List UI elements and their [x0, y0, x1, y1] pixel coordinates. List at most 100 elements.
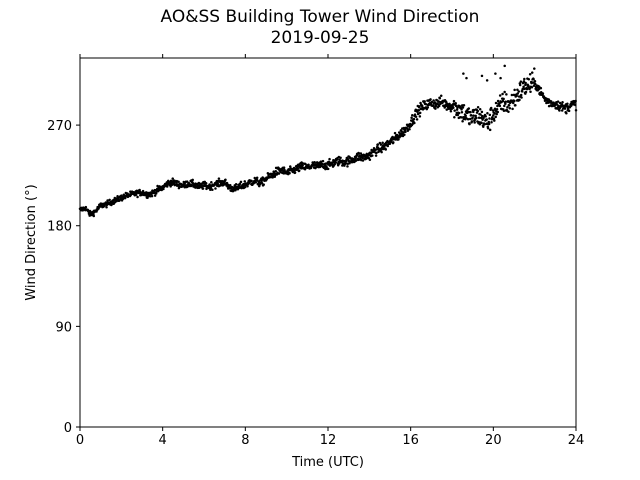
- data-point: [454, 101, 457, 105]
- data-point: [488, 117, 491, 120]
- data-point: [470, 120, 474, 123]
- data-point: [493, 119, 496, 122]
- data-point: [517, 90, 521, 93]
- data-point: [492, 114, 495, 117]
- data-point: [471, 116, 474, 120]
- data-point: [495, 112, 498, 116]
- data-point: [413, 113, 417, 116]
- data-point: [495, 108, 499, 111]
- data-point: [418, 111, 422, 115]
- data-point: [522, 85, 525, 88]
- data-point: [498, 104, 502, 108]
- data-point: [296, 166, 300, 170]
- data-point: [354, 159, 358, 162]
- data-point: [408, 128, 411, 131]
- data-point: [529, 90, 532, 94]
- data-point: [482, 125, 485, 129]
- chart-subtitle: 2019-09-25: [270, 28, 370, 48]
- data-point: [464, 114, 467, 118]
- data-point: [533, 80, 537, 83]
- data-point: [469, 114, 473, 117]
- y-tick-label: 90: [55, 320, 72, 335]
- data-point: [415, 118, 419, 121]
- data-point: [190, 183, 193, 187]
- data-point: [565, 111, 568, 115]
- data-point: [418, 115, 422, 118]
- data-point: [488, 128, 492, 132]
- data-point: [201, 187, 205, 190]
- scatter-points: [78, 64, 578, 218]
- data-point: [346, 165, 349, 168]
- data-point: [448, 102, 451, 106]
- data-point: [262, 183, 265, 186]
- data-point: [376, 143, 380, 146]
- data-point: [333, 163, 336, 166]
- data-point: [288, 172, 291, 175]
- data-point: [346, 157, 350, 161]
- y-axis-ticks: 0 90 180 270: [47, 119, 80, 436]
- data-point: [528, 73, 532, 76]
- data-point: [210, 181, 213, 184]
- data-point: [496, 110, 500, 114]
- data-point: [478, 123, 482, 126]
- data-point: [293, 171, 297, 174]
- data-point: [558, 101, 562, 105]
- data-point: [105, 205, 108, 209]
- data-point: [204, 182, 208, 185]
- data-point-outlier: [499, 76, 502, 80]
- data-point: [506, 106, 509, 109]
- data-point: [480, 121, 483, 125]
- data-point: [476, 109, 480, 113]
- data-point: [255, 176, 259, 180]
- data-point: [520, 96, 523, 99]
- data-point: [483, 123, 486, 126]
- data-point: [108, 198, 111, 202]
- data-point: [177, 180, 180, 184]
- data-point: [386, 144, 390, 148]
- data-point: [239, 180, 243, 184]
- data-point: [438, 97, 442, 100]
- chart-title: AO&SS Building Tower Wind Direction: [160, 7, 480, 27]
- data-point: [486, 112, 489, 115]
- data-point-outlier: [524, 83, 527, 87]
- data-point: [502, 97, 505, 101]
- data-point: [472, 114, 475, 117]
- data-point: [243, 180, 247, 183]
- data-point: [371, 154, 374, 157]
- data-point: [513, 99, 516, 103]
- data-point: [487, 120, 491, 124]
- data-point: [297, 169, 301, 172]
- data-point-outlier: [462, 72, 465, 75]
- x-axis-ticks: 0 4 8 12 16 20 24: [76, 54, 584, 448]
- data-point: [519, 80, 523, 83]
- data-point: [508, 106, 512, 110]
- data-point: [410, 116, 413, 120]
- data-point-outlier: [485, 79, 489, 82]
- data-point: [530, 85, 534, 89]
- data-point: [460, 110, 464, 114]
- data-point: [301, 164, 304, 167]
- data-point: [150, 194, 154, 198]
- data-point: [461, 119, 464, 123]
- data-point: [482, 116, 485, 120]
- data-point: [105, 203, 109, 207]
- data-point: [106, 199, 109, 202]
- data-point: [480, 110, 484, 114]
- data-point: [171, 177, 174, 180]
- data-point: [390, 139, 393, 142]
- data-point-outlier: [480, 74, 484, 78]
- y-tick-label: 270: [47, 119, 72, 134]
- data-point-outlier: [465, 76, 468, 80]
- data-point: [516, 88, 519, 92]
- data-point: [246, 185, 249, 188]
- data-point: [216, 182, 220, 186]
- data-point: [368, 158, 372, 161]
- data-point: [449, 110, 453, 113]
- data-point: [434, 107, 437, 110]
- data-point: [380, 150, 383, 154]
- data-point: [344, 162, 347, 165]
- data-point: [486, 127, 490, 130]
- data-point: [339, 156, 342, 159]
- data-point: [519, 93, 523, 97]
- data-point: [439, 94, 443, 97]
